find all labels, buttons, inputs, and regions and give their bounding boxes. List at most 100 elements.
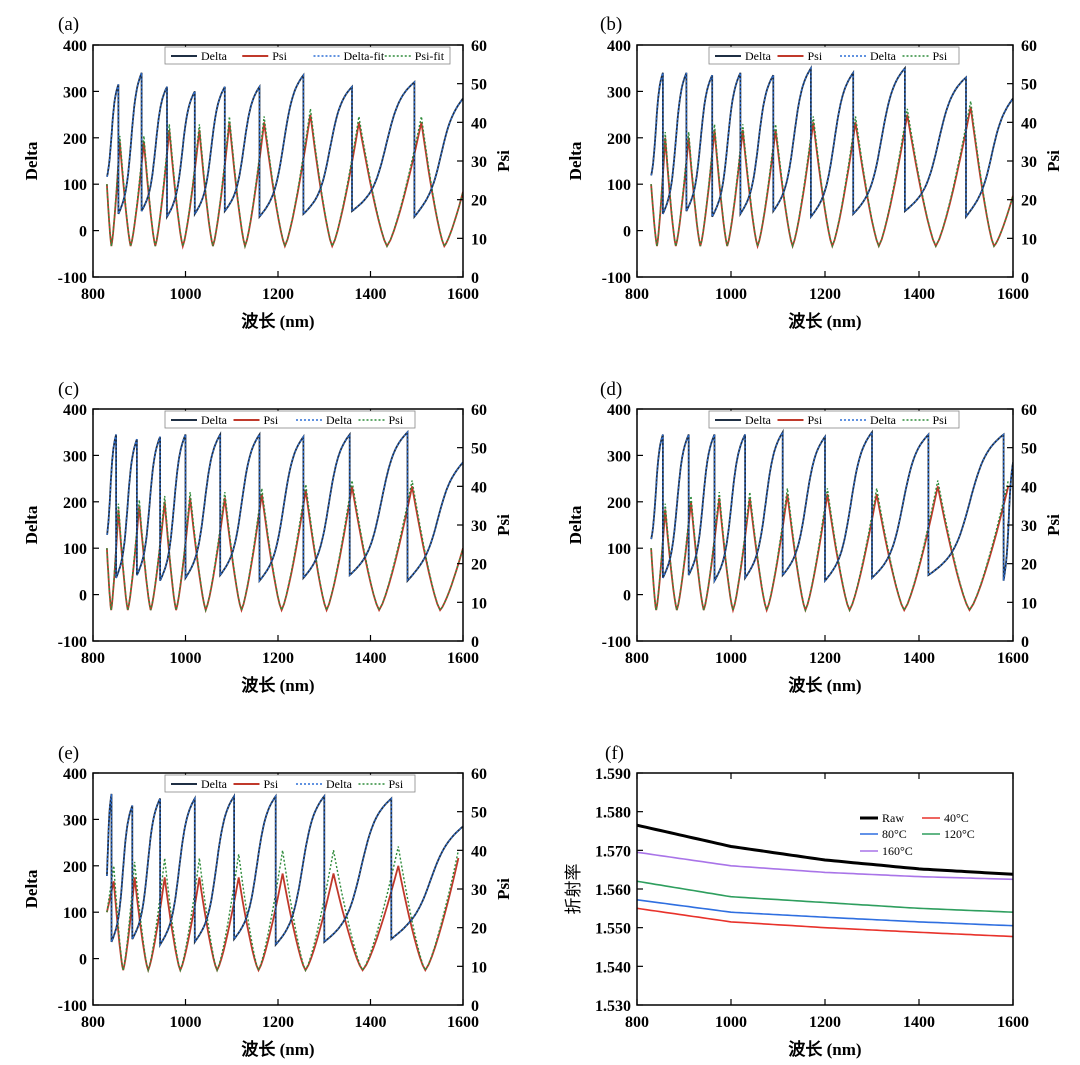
x-tick-label: 1400 [903,1014,935,1031]
x-tick-label: 1400 [355,1014,387,1031]
legend-label: 120°C [944,827,975,841]
y-right-tick-label: 0 [471,270,479,287]
y-right-tick-label: 50 [1021,77,1037,94]
y-right-tick-label: 50 [1021,441,1037,458]
y-tick-label: 400 [63,766,87,783]
x-tick-label: 1400 [903,650,935,667]
psi-fit-line [650,480,1009,613]
x-tick-label: 1200 [262,650,294,667]
legend-label: Psi [808,49,823,63]
y-left-axis-title: Delta [22,505,41,544]
delta-fit-line [106,793,463,947]
x-axis-title: 波长 (nm) [788,1039,861,1060]
legend-label: Psi [933,413,948,427]
panel-label: (f) [605,743,624,764]
legend-label: Delta [870,413,897,427]
x-tick-label: 800 [81,1014,105,1031]
y-right-tick-label: 0 [1021,270,1029,287]
psi-line [650,106,1013,250]
delta-fit-line [106,72,463,219]
y-tick-label: 100 [607,177,631,194]
y-tick-label: 0 [623,588,631,605]
legend-label: Delta [201,49,228,63]
plot-frame [636,44,1014,278]
y-right-tick-label: 30 [1021,518,1037,535]
y-right-tick-label: 40 [471,843,487,860]
y-right-tick-label: 40 [1021,115,1037,132]
x-tick-label: 800 [625,650,649,667]
y-right-tick-label: 20 [471,193,487,210]
x-tick-label: 1600 [447,286,479,303]
y-tick-label: 300 [63,448,87,465]
y-left-axis-title: Delta [22,869,41,908]
x-axis-title: 波长 (nm) [241,675,314,696]
panel-label: (a) [58,14,79,35]
y-tick-label: 200 [63,495,87,512]
y-tick-label: 1.570 [595,843,631,860]
legend: Delta Psi Delta-fit Psi-fit [164,46,451,65]
y-tick-label: 200 [63,131,87,148]
y-tick-label: 400 [607,38,631,55]
panel-e: (e) 800 1000 1200 1400 1600 -100 0 100 200 300 400 0… [22,743,513,1060]
legend-box [708,46,960,65]
psi-fit-line [650,100,1013,249]
y-tick-label: -100 [602,634,631,651]
y-tick-label: 200 [607,495,631,512]
legend-box [164,774,416,793]
legend-label: Psi-fit [415,49,445,63]
y-tick-label: 1.550 [595,921,631,938]
legend-label: Delta [201,777,228,791]
delta-fit-line [650,429,1013,583]
y-tick-label: 0 [623,224,631,241]
y-tick-label: 0 [79,224,87,241]
legend-label: Delta [326,777,353,791]
panel-d: (d) 800 1000 1200 1400 1600 -100 0 100 200 300 400 0… [566,379,1063,696]
y-right-tick-label: 50 [471,441,487,458]
x-tick-label: 1200 [262,286,294,303]
x-axis-title: 波长 (nm) [241,311,314,332]
panel-label: (c) [58,379,79,400]
plot-area [650,428,1013,614]
panel-f: (f) 800 1000 1200 1400 1600 1.530 1.540 1.550 1.5… [564,743,1029,1060]
x-tick-label: 1200 [809,650,841,667]
x-tick-label: 1400 [355,286,387,303]
x-tick-label: 1000 [715,650,747,667]
legend-label: Raw [882,811,904,825]
x-tick-label: 1400 [903,286,935,303]
legend-label: Delta-fit [344,49,385,63]
legend-box [164,410,416,429]
plot-area [650,64,1013,250]
y-tick-label: 1.560 [595,882,631,899]
x-axis-title: 波长 (nm) [241,1039,314,1060]
x-tick-label: 1000 [170,1014,202,1031]
y-tick-label: 1.580 [595,805,631,822]
y-right-tick-label: 50 [471,77,487,94]
x-tick-label: 1600 [997,650,1029,667]
legend-label: Psi [933,49,948,63]
y-right-tick-label: 0 [471,634,479,651]
y-tick-label: 300 [607,448,631,465]
legend-box [164,46,451,65]
y-tick-label: 0 [79,952,87,969]
legend-label: Psi [264,413,279,427]
panel-a: (a) 800 1000 1200 1400 1600 -100 0 100 200 300 400 0… [22,14,513,332]
y-right-tick-label: 10 [471,231,487,248]
y-tick-label: 300 [607,84,631,101]
y-tick-label: -100 [58,998,87,1015]
plot-area [106,72,463,250]
legend-label: Psi [808,413,823,427]
y-tick-label: 300 [63,84,87,101]
panel-label: (d) [600,379,622,400]
y-tick-label: 400 [607,402,631,419]
x-tick-label: 800 [625,1014,649,1031]
y-left-axis-title: Delta [566,141,585,180]
y-right-tick-label: 30 [1021,154,1037,171]
y-right-tick-label: 0 [471,998,479,1015]
x-tick-label: 1600 [447,650,479,667]
y-right-axis-title: Psi [494,514,513,536]
x-tick-label: 1600 [997,286,1029,303]
y-right-tick-label: 40 [471,479,487,496]
y-right-axis-title: Psi [1044,514,1063,536]
y-right-tick-label: 20 [1021,193,1037,210]
